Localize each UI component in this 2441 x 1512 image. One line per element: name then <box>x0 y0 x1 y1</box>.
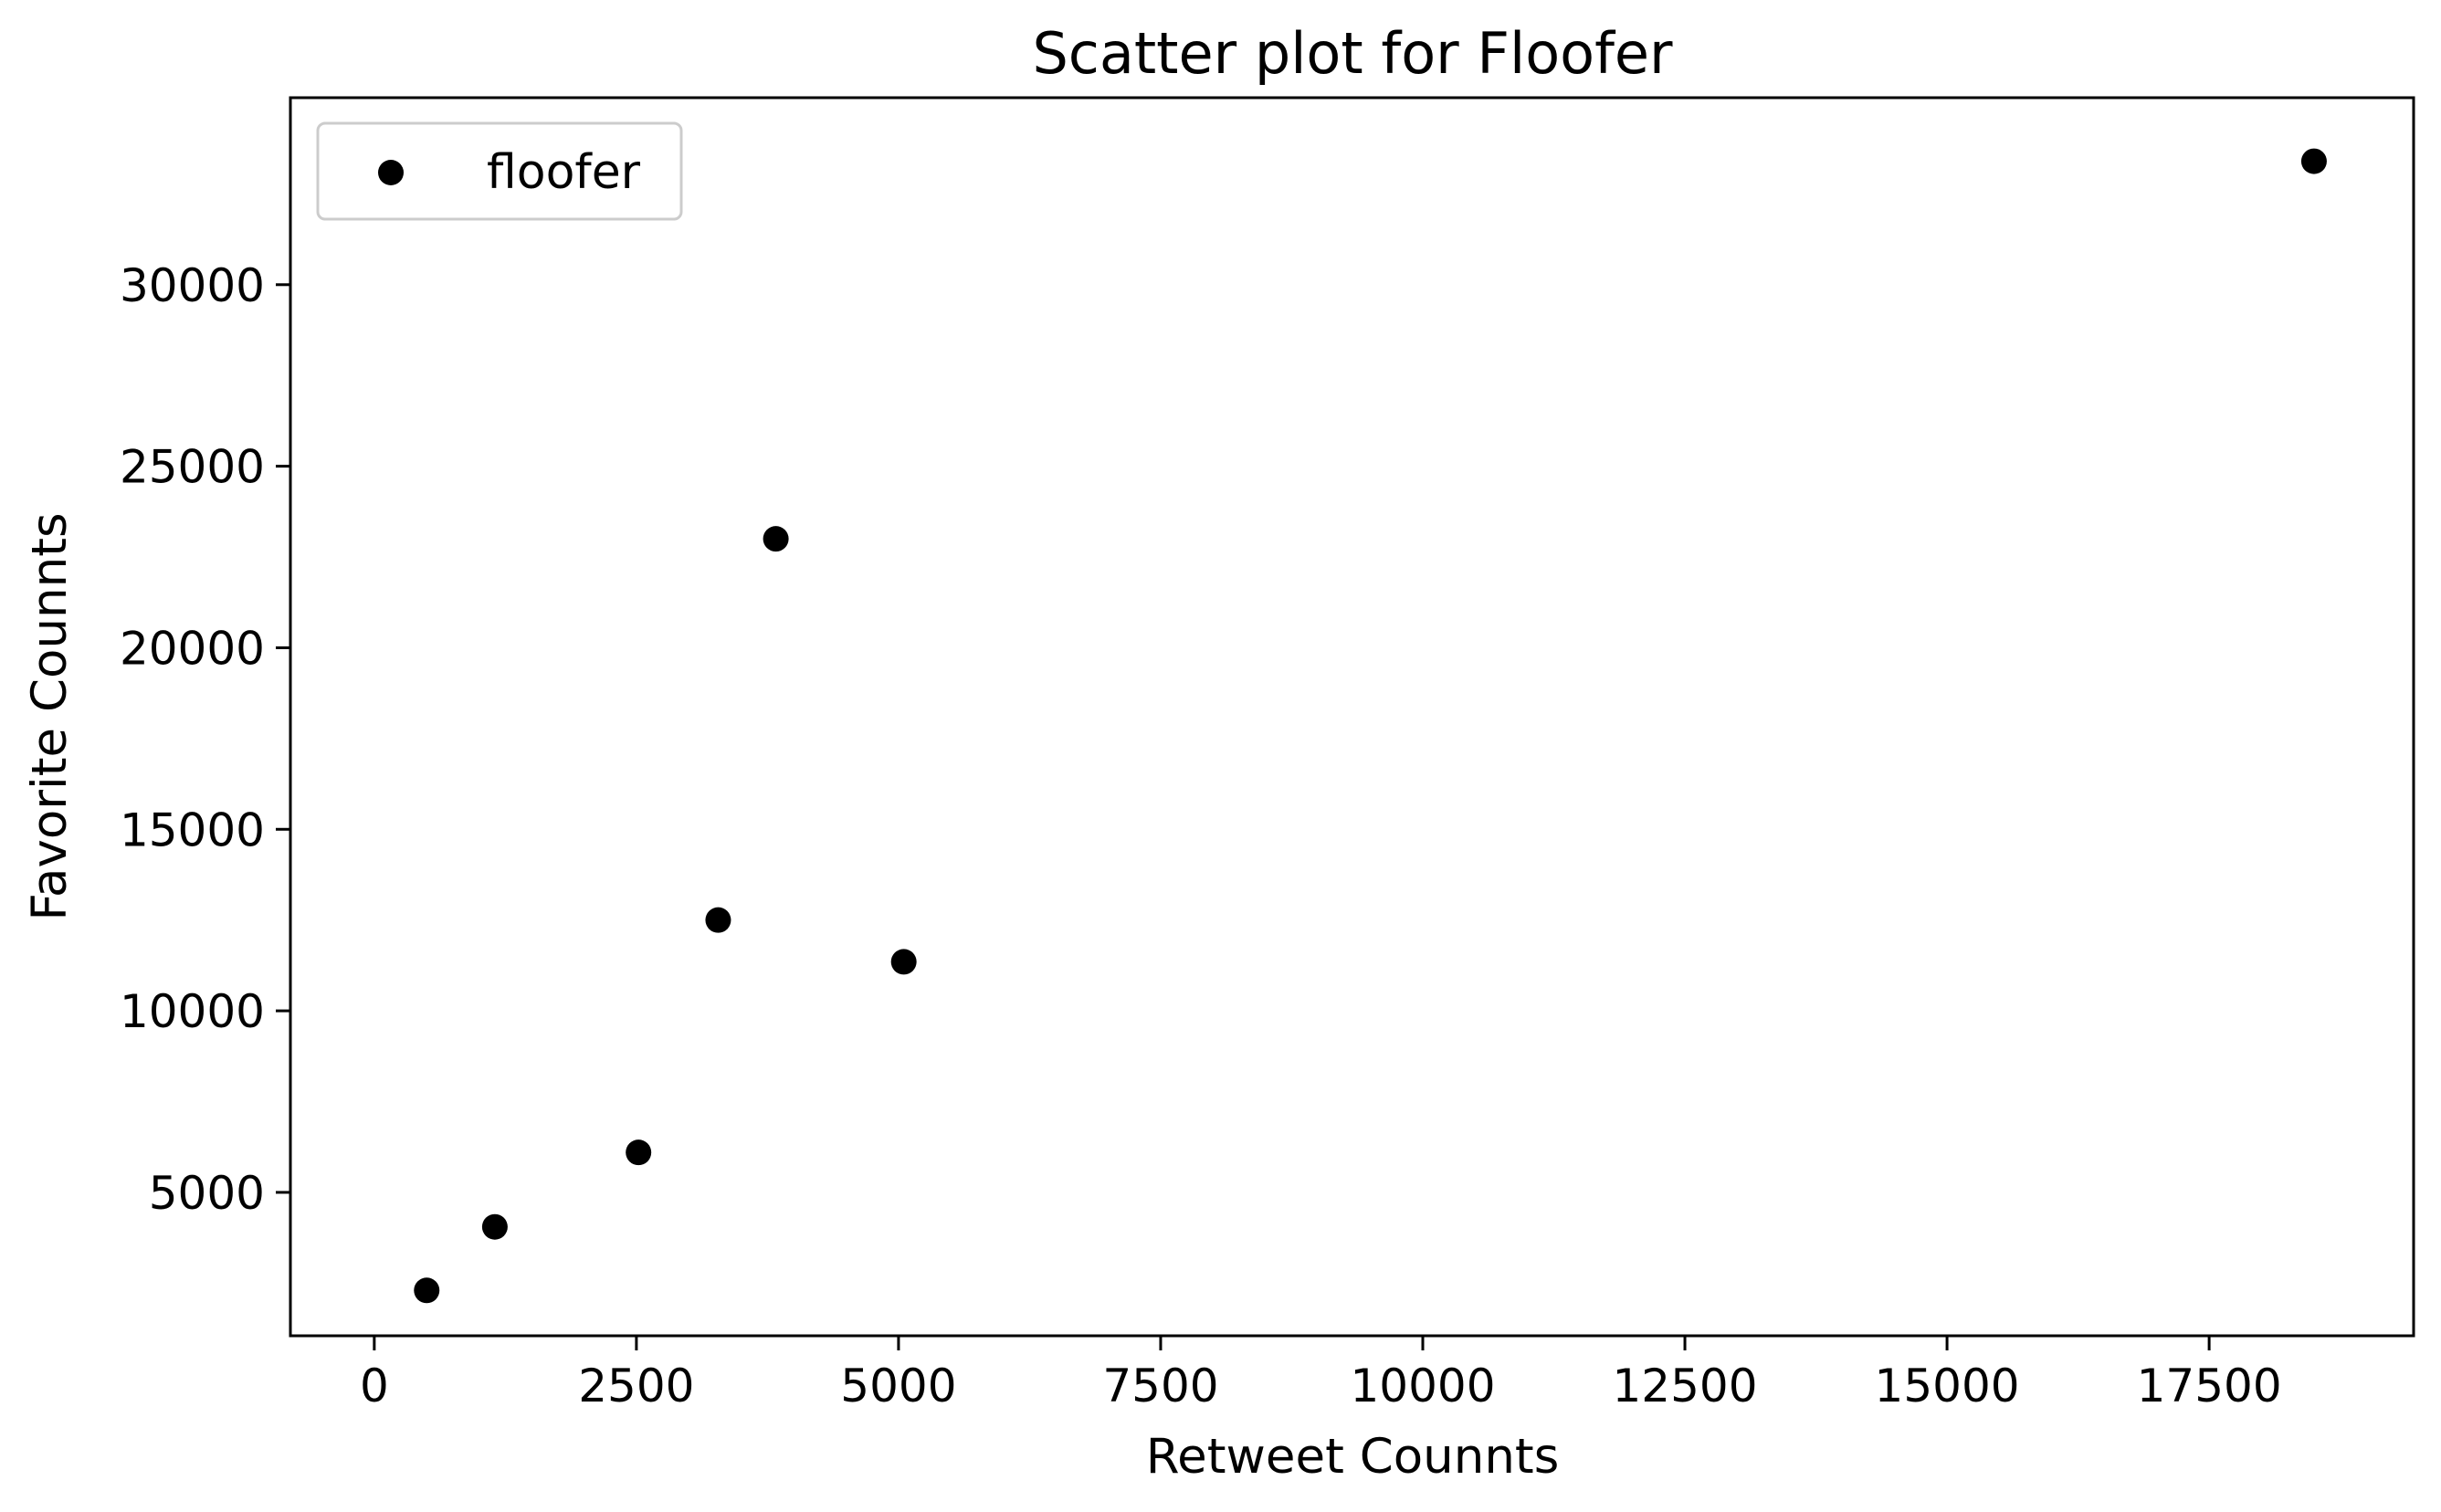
y-tick-label: 20000 <box>120 622 265 675</box>
y-tick-label: 5000 <box>149 1167 265 1220</box>
y-axis-label: Favorite Counnts <box>22 512 78 920</box>
scatter-points <box>414 148 2327 1304</box>
x-axis-ticks: 0 2500 5000 7500 10000 12500 15000 17500 <box>360 1336 2282 1412</box>
x-tick-label: 10000 <box>1350 1360 1495 1412</box>
y-tick-label: 10000 <box>120 985 265 1038</box>
scatter-point <box>626 1139 652 1166</box>
legend-box <box>316 121 683 221</box>
legend-marker <box>378 160 404 185</box>
x-tick-label: 12500 <box>1613 1360 1758 1412</box>
scatter-point <box>2300 148 2327 174</box>
x-axis-label: Retweet Counnts <box>1146 1429 1560 1485</box>
scatter-point <box>890 949 917 975</box>
y-tick-label: 25000 <box>120 441 265 494</box>
y-tick-label: 15000 <box>120 803 265 856</box>
y-tick-label: 30000 <box>120 259 265 312</box>
legend: floofer <box>316 121 683 221</box>
x-tick-label: 0 <box>360 1360 389 1412</box>
x-tick-label: 17500 <box>2137 1360 2282 1412</box>
x-tick-label: 15000 <box>1875 1360 2020 1412</box>
axes <box>289 96 2415 1338</box>
y-axis-ticks: 5000 10000 15000 20000 25000 30000 <box>120 259 290 1220</box>
scatter-point <box>481 1213 508 1240</box>
legend-label-floofer: floofer <box>487 145 641 200</box>
x-tick-label: 7500 <box>1102 1360 1218 1412</box>
scatter-point <box>763 526 789 552</box>
plot-area-frame <box>289 96 2415 1338</box>
x-tick-label: 2500 <box>578 1360 694 1412</box>
chart-title: Scatter plot for Floofer <box>1032 20 1673 87</box>
scatter-point <box>414 1277 440 1304</box>
x-tick-label: 5000 <box>840 1360 956 1412</box>
scatter-point <box>705 907 731 933</box>
